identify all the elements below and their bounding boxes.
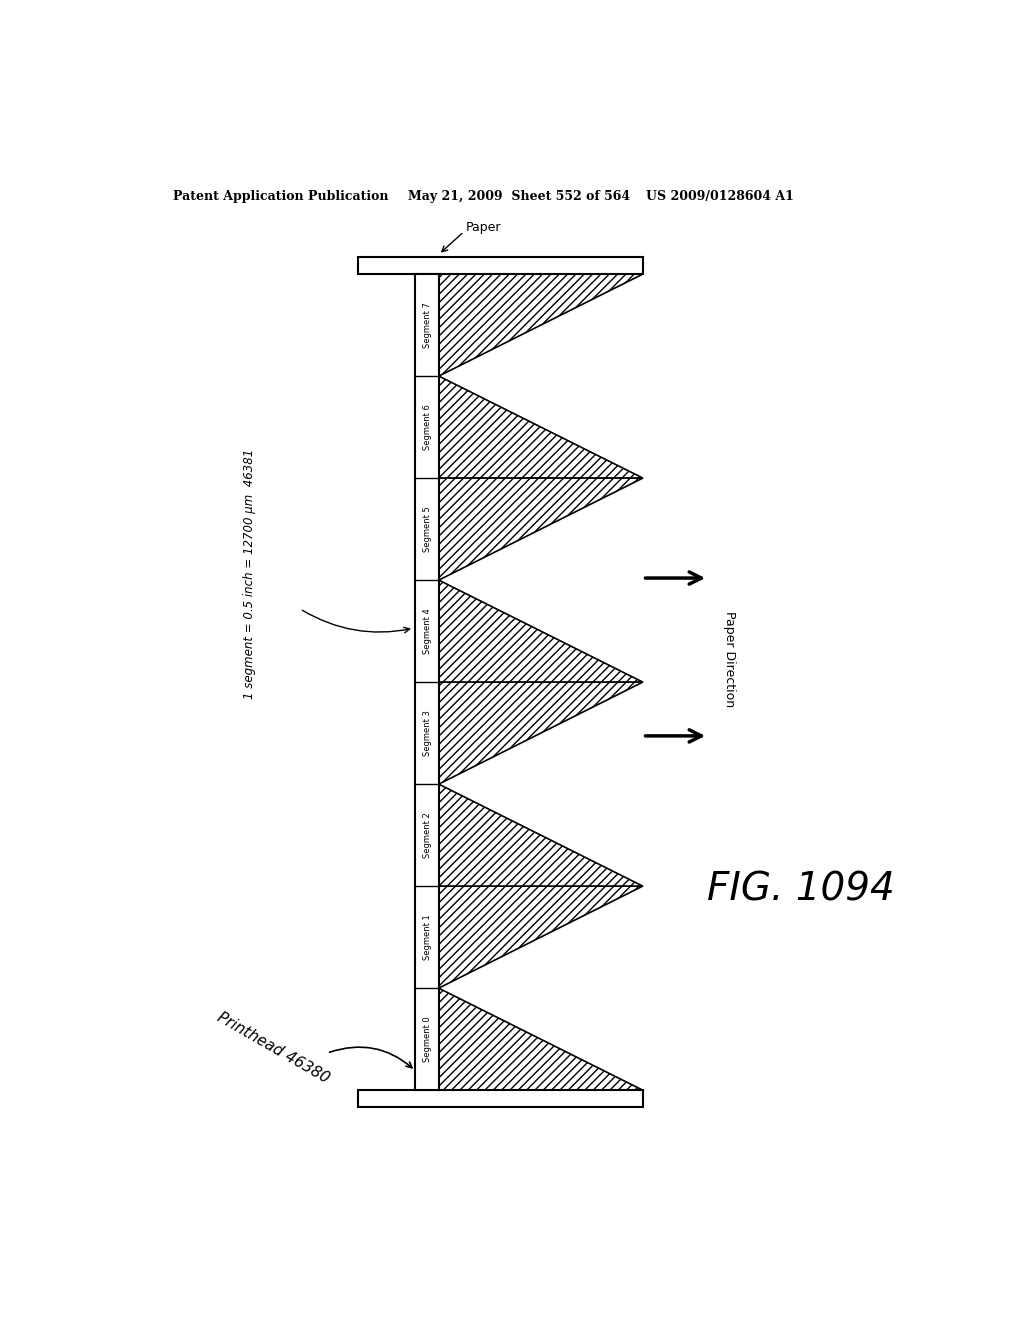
- Polygon shape: [438, 682, 643, 784]
- Text: Printhead 46380: Printhead 46380: [214, 1010, 332, 1086]
- Bar: [416, 275, 438, 1090]
- Text: Paper: Paper: [466, 222, 501, 234]
- Text: Segment 4: Segment 4: [423, 609, 431, 653]
- Text: Segment 5: Segment 5: [423, 506, 431, 552]
- Polygon shape: [438, 989, 643, 1090]
- Text: US 2009/0128604 A1: US 2009/0128604 A1: [646, 190, 795, 203]
- Text: Segment 0: Segment 0: [423, 1016, 431, 1063]
- Polygon shape: [438, 275, 643, 376]
- Polygon shape: [438, 579, 643, 682]
- Text: Segment 1: Segment 1: [423, 915, 431, 960]
- Text: Segment 6: Segment 6: [423, 404, 431, 450]
- Text: Segment 2: Segment 2: [423, 812, 431, 858]
- Bar: [357, 257, 643, 275]
- Bar: [357, 1090, 643, 1107]
- Text: 1 segment = 0.5 inch = 12700 μm  46381: 1 segment = 0.5 inch = 12700 μm 46381: [244, 449, 256, 700]
- Polygon shape: [438, 478, 643, 579]
- Polygon shape: [438, 886, 643, 989]
- Polygon shape: [438, 784, 643, 886]
- Text: Segment 3: Segment 3: [423, 710, 431, 756]
- Text: Patent Application Publication: Patent Application Publication: [173, 190, 388, 203]
- Polygon shape: [438, 376, 643, 478]
- Text: May 21, 2009  Sheet 552 of 564: May 21, 2009 Sheet 552 of 564: [408, 190, 630, 203]
- Text: Segment 7: Segment 7: [423, 302, 431, 348]
- Text: Paper Direction: Paper Direction: [724, 611, 736, 708]
- Text: FIG. 1094: FIG. 1094: [707, 871, 894, 909]
